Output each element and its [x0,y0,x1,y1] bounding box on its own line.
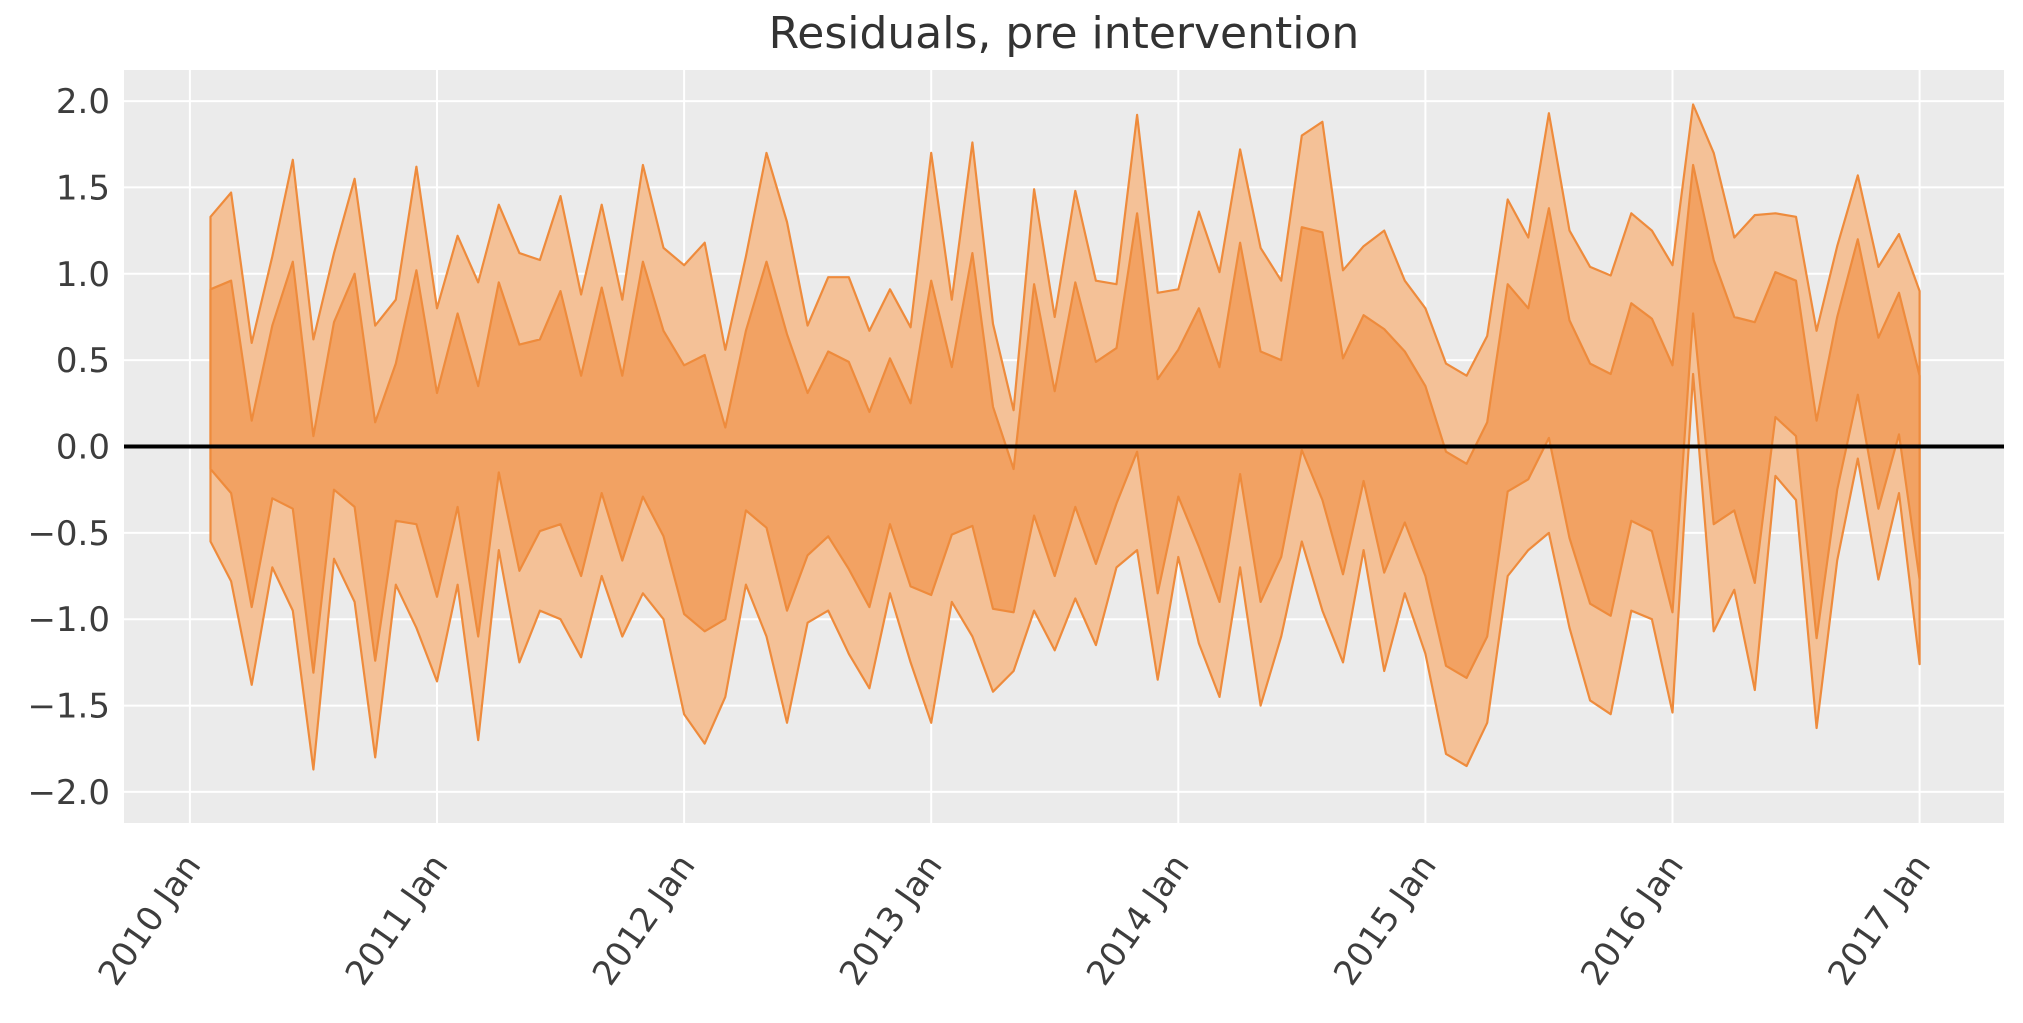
inner-band [209,163,1921,680]
chart-title: Residuals, pre intervention [768,8,1360,59]
x-tick-label: 2017 Jan [1820,847,1939,993]
x-tick-label: 2011 Jan [338,847,457,993]
y-tick-label: −0.5 [27,514,110,554]
x-tick-label: 2014 Jan [1079,847,1198,993]
y-tick-label: −1.0 [27,600,110,640]
y-tick-label: 0.0 [56,428,110,468]
x-tick-label: 2013 Jan [832,847,951,993]
y-tick-label: 0.5 [56,341,110,381]
y-tick-label: −2.0 [27,773,110,813]
y-tick-label: 1.0 [56,255,110,295]
y-tick-label: 1.5 [56,168,110,208]
y-tick-label: −1.5 [27,687,110,727]
y-tick-label: 2.0 [56,82,110,122]
x-tick-label: 2016 Jan [1573,847,1692,993]
x-tick-label: 2012 Jan [585,847,704,993]
x-tick-label: 2010 Jan [91,847,210,993]
x-tick-label: 2015 Jan [1326,847,1445,993]
